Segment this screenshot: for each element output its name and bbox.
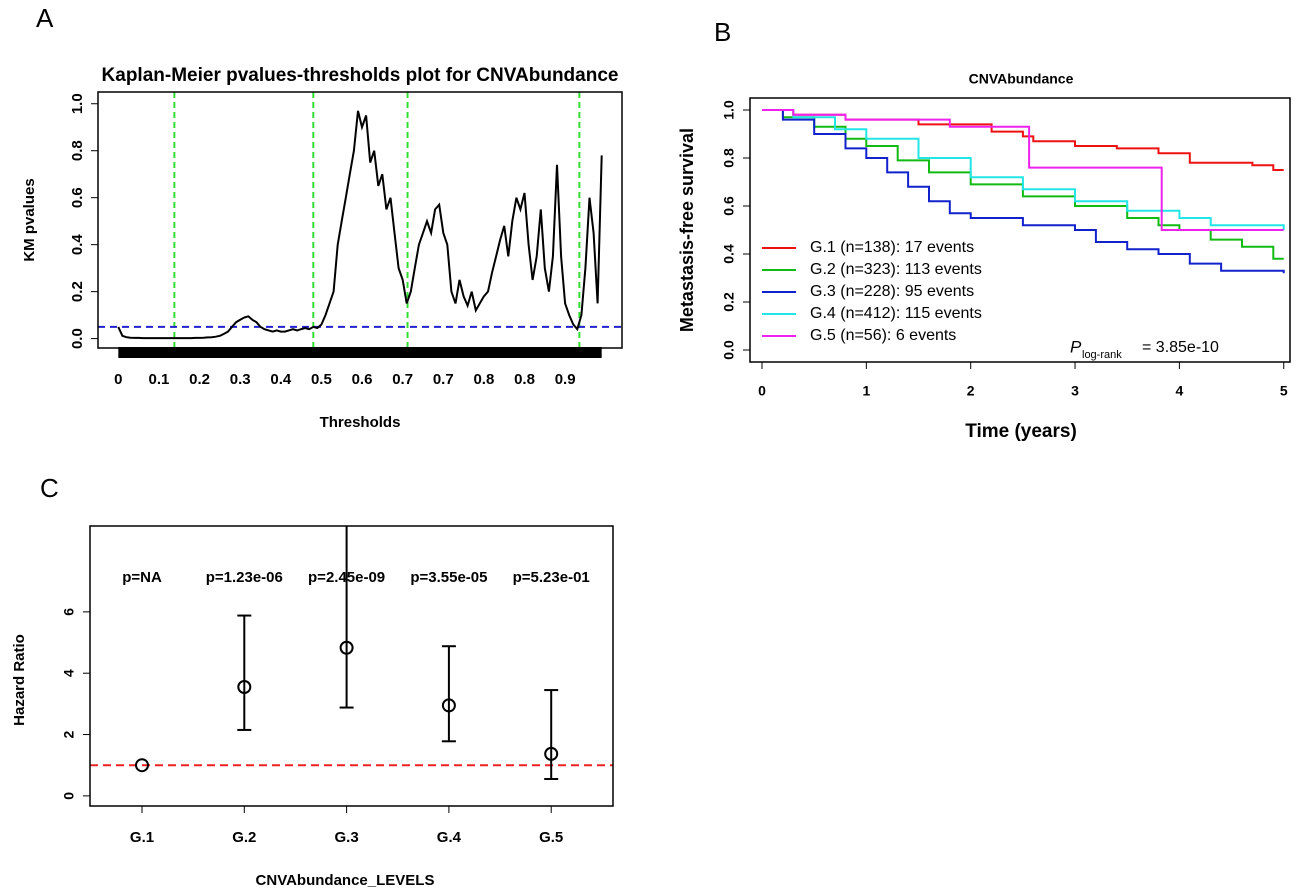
x-tick-label: 5 [1280,383,1288,399]
hazard-point [544,746,559,761]
panel-letter: C [40,473,59,503]
x-tick-label: G.5 [539,829,563,846]
y-tick-label: 0.4 [69,234,86,256]
x-tick-label: 4 [1175,383,1183,399]
survival-curve [762,109,1285,274]
legend-label: G.2 (n=323): 113 events [810,261,982,278]
x-axis-label: Thresholds [320,414,401,431]
y-tick-label: 6 [61,608,77,616]
plot-frame [749,97,1291,363]
x-tick-label: 0.8 [473,371,494,388]
plot-area [762,109,1285,274]
threshold-rug [118,347,602,358]
plot-frame [97,91,623,349]
y-tick-label: 0.0 [721,340,737,360]
x-tick-label: 0.7 [392,371,413,388]
legend-label: G.5 (n=56): 6 events [810,327,956,344]
y-tick-label: 1.0 [721,100,737,120]
error-bar [544,689,559,781]
p-value-label: p=1.23e-06 [206,569,283,586]
x-tick-label: 0.6 [352,371,373,388]
x-tick-label: G.2 [232,829,256,846]
annotation-text: = 3.85e-10 [1142,339,1219,356]
hazard-point [237,680,252,695]
panel-letter: B [714,17,731,47]
y-tick-label: 0.2 [69,281,86,302]
x-tick-label: 0.7 [433,371,454,388]
annotation-symbol: P [1070,337,1082,356]
y-tick-label: 0.4 [721,244,737,264]
y-tick-label: 4 [61,669,77,677]
x-tick-label: G.3 [335,829,359,846]
survival-curve [762,109,1285,230]
panel-letter: A [36,3,54,33]
x-tick-label: 0.2 [189,371,210,388]
error-bar [237,614,252,731]
y-axis-label: Metastasis-free survival [677,128,697,332]
x-tick-label: 0 [114,371,122,388]
y-tick-label: 0.6 [69,187,86,208]
x-tick-label: 0.8 [514,371,535,388]
p-value-label: p=2.45e-09 [308,569,385,586]
x-tick-label: 0 [758,383,766,399]
p-value-label: p=5.23e-01 [513,569,590,586]
x-axis-label: Time (years) [965,421,1077,442]
hazard-point [441,698,456,713]
legend-label: G.4 (n=412): 115 events [810,305,982,322]
y-tick-label: 0.6 [721,196,737,216]
legend-label: G.1 (n=138): 17 events [810,239,974,256]
x-tick-label: G.1 [130,829,154,846]
survival-curve [762,109,1284,171]
error-bar [339,526,354,709]
y-tick-label: 0.8 [721,148,737,168]
legend-label: G.3 (n=228): 95 events [810,283,974,300]
y-axis-label: KM pvalues [21,178,38,261]
y-tick-label: 0.0 [69,328,86,349]
y-tick-label: 2 [61,730,77,738]
y-tick-label: 1.0 [69,93,86,114]
x-tick-label: 0.3 [230,371,251,388]
x-tick-label: 0.1 [149,371,170,388]
x-tick-label: 0.5 [311,371,332,388]
pvalue-line [117,110,603,340]
y-tick-label: 0 [61,792,77,800]
x-tick-label: 3 [1071,383,1079,399]
y-axis-label: Hazard Ratio [11,634,28,726]
error-bar [441,645,456,743]
x-tick-label: 2 [967,383,975,399]
plot-area [98,92,622,348]
chart-title: Kaplan-Meier pvalues-thresholds plot for… [102,65,619,86]
x-axis-label: CNVAbundance_LEVELS [256,872,435,889]
chart-title: CNVAbundance [969,71,1074,87]
p-value-label: p=3.55e-05 [410,569,487,586]
x-tick-label: 0.9 [555,371,576,388]
y-tick-label: 0.2 [721,292,737,312]
x-tick-label: G.4 [437,829,462,846]
hazard-point [135,758,149,773]
plot-frame [89,525,614,807]
hazard-point [339,640,354,655]
y-tick-label: 0.8 [69,140,86,161]
x-tick-label: 0.4 [270,371,292,388]
survival-curve [762,109,1284,231]
annotation-subscript: log-rank [1082,349,1122,361]
plot-area [90,526,613,781]
p-value-label: p=NA [122,569,162,586]
x-tick-label: 1 [862,383,870,399]
